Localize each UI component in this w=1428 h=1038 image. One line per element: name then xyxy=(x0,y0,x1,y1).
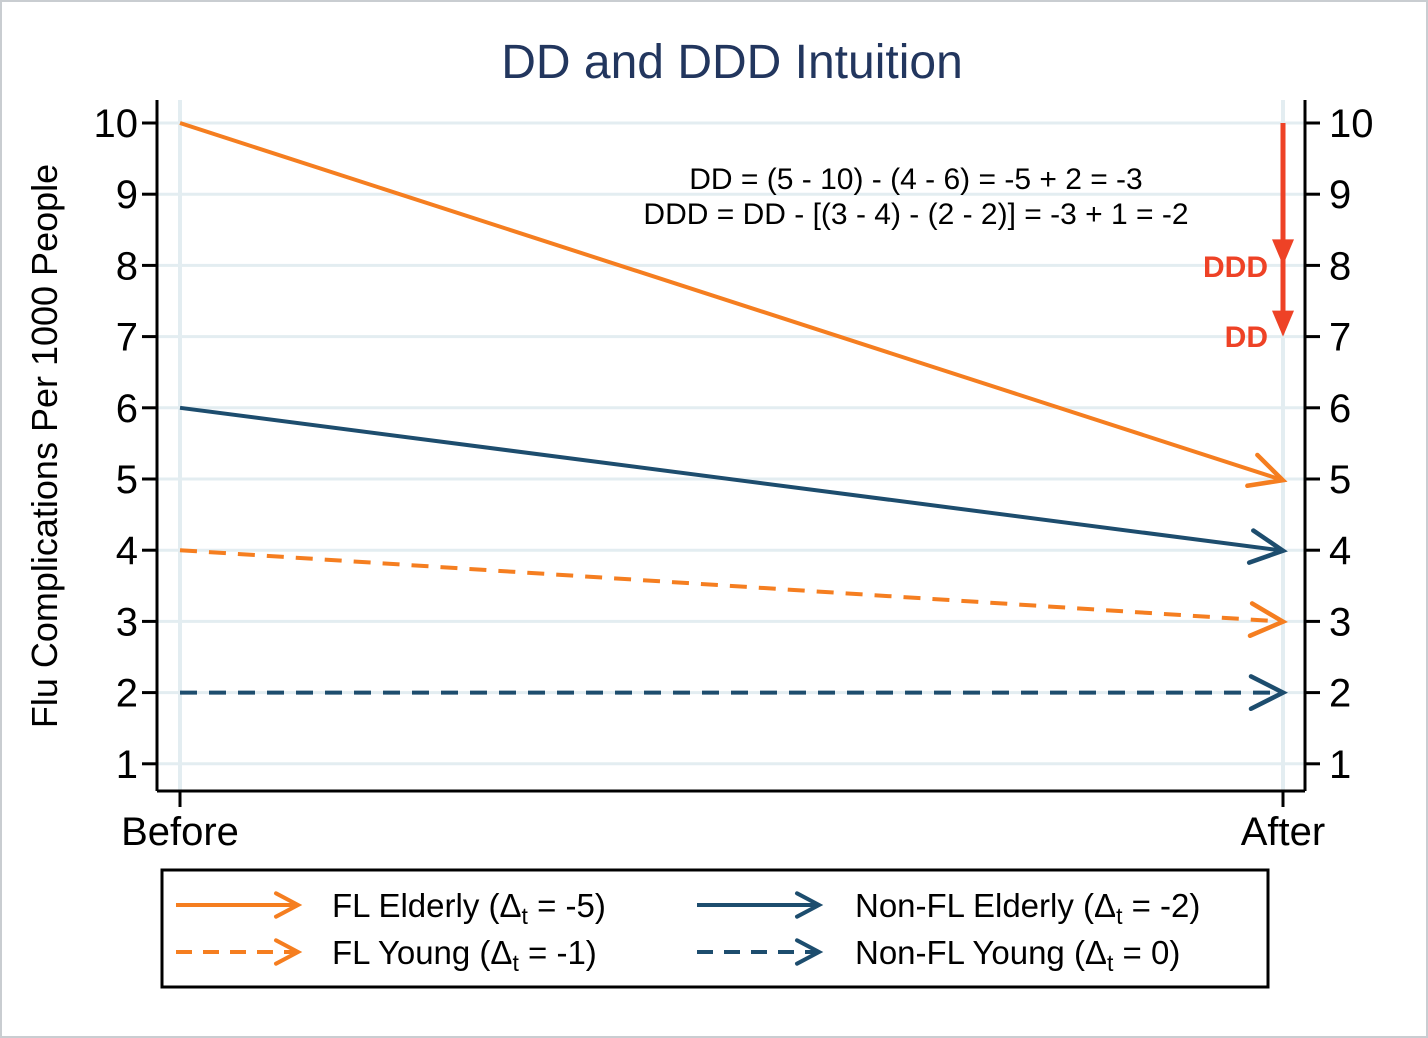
y-tick-label-right: 8 xyxy=(1329,244,1351,288)
series-line-1 xyxy=(179,405,1288,565)
legend-item-label-3: Non-FL Young (Δt = 0) xyxy=(855,934,1180,976)
annotation-ddd-formula: DDD = DD - [(3 - 4) - (2 - 2)] = -3 + 1 … xyxy=(643,198,1188,231)
y-tick-label-left: 6 xyxy=(116,387,138,431)
y-tick-label-right: 2 xyxy=(1329,672,1351,716)
series-line-0 xyxy=(179,121,1288,489)
legend-item-label-2: FL Young (Δt = -1) xyxy=(332,934,597,976)
y-tick-label-left: 8 xyxy=(116,244,138,288)
x-tick-label-after: After xyxy=(1241,810,1325,854)
y-tick-label-left: 1 xyxy=(116,743,138,787)
y-tick-label-right: 10 xyxy=(1329,102,1374,146)
y-tick-label-left: 2 xyxy=(116,672,138,716)
legend-label-part: FL Young (Δ xyxy=(332,934,512,971)
y-tick-label-right: 9 xyxy=(1329,173,1351,217)
legend-label-part: t xyxy=(1107,950,1114,976)
dd-arrowhead xyxy=(1272,239,1294,266)
series-line-2 xyxy=(179,548,1288,639)
legend-label-part: t xyxy=(512,950,519,976)
legend-label-part: t xyxy=(522,903,529,929)
legend-label-part: t xyxy=(1116,903,1123,929)
annotation-dd-formula: DD = (5 - 10) - (4 - 6) = -5 + 2 = -3 xyxy=(689,163,1143,196)
legend-label-part: = 0) xyxy=(1113,934,1180,971)
y-tick-label-right: 1 xyxy=(1329,743,1351,787)
ddd-arrow-label: DDD xyxy=(1203,251,1268,284)
legend-box xyxy=(160,868,1270,989)
legend-item-label-0: FL Elderly (Δt = -5) xyxy=(332,887,606,929)
chart-title: DD and DDD Intuition xyxy=(501,36,963,89)
legend-label-part: FL Elderly (Δ xyxy=(332,887,522,924)
y-tick-label-right: 6 xyxy=(1329,387,1351,431)
legend-label-part: Non-FL Elderly (Δ xyxy=(855,887,1116,924)
legend-label-part: Non-FL Young (Δ xyxy=(855,934,1107,971)
y-tick-label-right: 7 xyxy=(1329,316,1351,360)
dd-arrow-label: DD xyxy=(1225,321,1268,354)
legend-item-label-1: Non-FL Elderly (Δt = -2) xyxy=(855,887,1200,929)
dd-arrowhead xyxy=(1272,310,1294,337)
legend-label-part: = -1) xyxy=(519,934,597,971)
y-axis-title: Flu Complications Per 1000 People xyxy=(24,164,65,728)
y-tick-label-right: 4 xyxy=(1329,529,1351,573)
y-tick-label-right: 3 xyxy=(1329,600,1351,644)
plot-area: 1 1 2 2 3 3 4 4 5 5 6 6 7 7 8 8 9 9 10 10 xyxy=(94,100,1374,807)
y-tick-label-left: 9 xyxy=(116,173,138,217)
y-tick-label-left: 10 xyxy=(94,102,139,146)
y-tick-label-left: 5 xyxy=(116,458,138,502)
y-tick-label-right: 5 xyxy=(1329,458,1351,502)
y-tick-label-left: 3 xyxy=(116,600,138,644)
legend: FL Elderly (Δt = -5) Non-FL Elderly (Δt =… xyxy=(176,887,1200,976)
y-tick-label-left: 7 xyxy=(116,316,138,360)
x-tick-label-before: Before xyxy=(121,810,239,854)
legend-label-part: = -2) xyxy=(1122,887,1200,924)
y-tick-label-left: 4 xyxy=(116,529,138,573)
legend-label-part: = -5) xyxy=(528,887,606,924)
